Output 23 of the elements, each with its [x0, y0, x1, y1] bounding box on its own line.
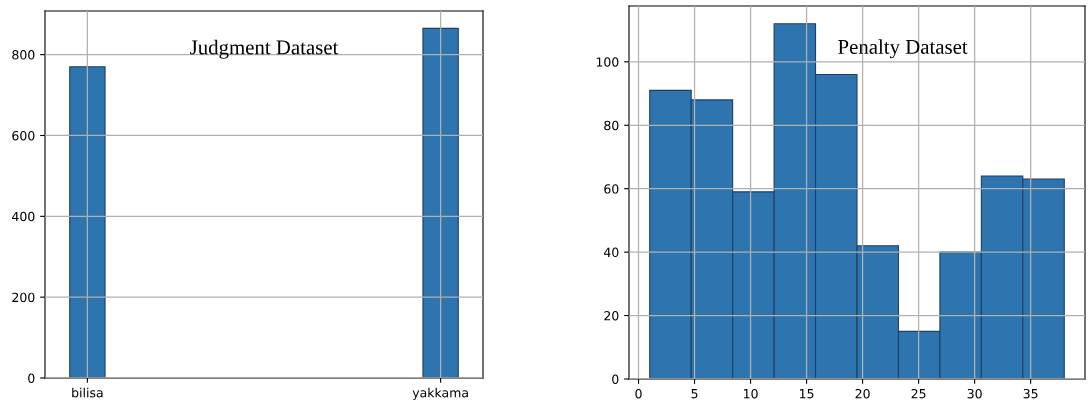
x-tick-label: 5	[691, 389, 698, 399]
y-tick-label: 60	[604, 184, 619, 194]
x-tick-label: 25	[911, 388, 926, 399]
text: Penalty Dataset	[838, 39, 968, 59]
x-tick-label: yakkama	[412, 387, 468, 400]
y-tick-label: 0	[28, 373, 35, 383]
y-tick-label: 200	[12, 292, 35, 303]
text: Judgment Dataset	[190, 39, 339, 59]
x-tick-label: 10	[743, 388, 758, 399]
y-tick-label: 40	[603, 247, 619, 258]
x-tick-label: 20	[855, 388, 870, 399]
y-tick-label: 80	[604, 120, 619, 131]
y-tick-label: 20	[604, 311, 619, 321]
y-tick-label: 800	[12, 50, 35, 60]
x-tick-label: 30	[967, 388, 982, 399]
y-tick-label: 400	[12, 211, 35, 222]
y-tick-label: 600	[12, 130, 35, 141]
x-tick-label: 15	[800, 389, 814, 399]
x-tick-label: 35	[1023, 388, 1038, 399]
y-tick-label: 0	[612, 374, 619, 384]
x-tick-label: bilisa	[72, 387, 103, 398]
y-tick-label: 100	[596, 57, 619, 67]
x-tick-label: 0	[635, 388, 642, 399]
